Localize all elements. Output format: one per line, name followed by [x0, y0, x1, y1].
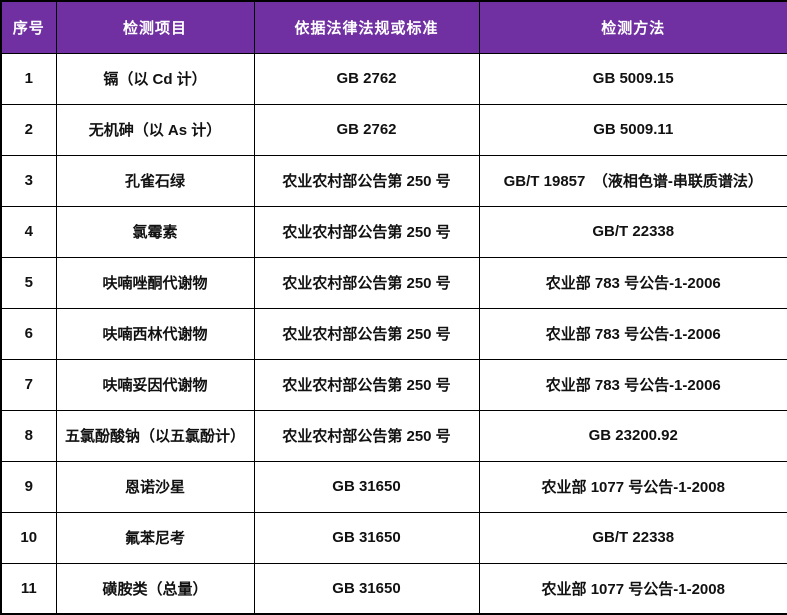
method-cell: 农业部 783 号公告-1-2006	[478, 358, 787, 411]
row-number-cell: 3	[0, 154, 57, 207]
table-row: 10 氟苯尼考 GB 31650 GB/T 22338	[0, 511, 787, 564]
method-cell: 农业部 1077 号公告-1-2008	[478, 460, 787, 513]
basis-cell: 农业农村部公告第 250 号	[253, 205, 480, 258]
method-cell: GB 23200.92	[478, 409, 787, 462]
method-cell: 农业部 1077 号公告-1-2008	[478, 562, 787, 615]
header-legal-basis: 依据法律法规或标准	[253, 0, 480, 54]
basis-cell: 农业农村部公告第 250 号	[253, 154, 480, 207]
method-cell: GB/T 22338	[478, 205, 787, 258]
header-test-item: 检测项目	[55, 0, 255, 54]
table-row: 8 五氯酚酸钠（以五氯酚计） 农业农村部公告第 250 号 GB 23200.9…	[0, 409, 787, 462]
basis-cell: 农业农村部公告第 250 号	[253, 409, 480, 462]
item-cell: 恩诺沙星	[55, 460, 255, 513]
method-cell: 农业部 783 号公告-1-2006	[478, 307, 787, 360]
header-test-method: 检测方法	[478, 0, 787, 54]
table-row: 5 呋喃唑酮代谢物 农业农村部公告第 250 号 农业部 783 号公告-1-2…	[0, 256, 787, 309]
item-cell: 呋喃妥因代谢物	[55, 358, 255, 411]
row-number-cell: 1	[0, 52, 57, 105]
item-cell: 无机砷（以 As 计）	[55, 103, 255, 156]
table-row: 4 氯霉素 农业农村部公告第 250 号 GB/T 22338	[0, 205, 787, 258]
row-number-cell: 9	[0, 460, 57, 513]
item-cell: 五氯酚酸钠（以五氯酚计）	[55, 409, 255, 462]
basis-cell: GB 2762	[253, 52, 480, 105]
table-row: 2 无机砷（以 As 计） GB 2762 GB 5009.11	[0, 103, 787, 156]
method-cell: GB/T 22338	[478, 511, 787, 564]
item-cell: 氟苯尼考	[55, 511, 255, 564]
table-header-row: 序号 检测项目 依据法律法规或标准 检测方法	[0, 0, 787, 54]
basis-cell: GB 31650	[253, 511, 480, 564]
table-row: 1 镉（以 Cd 计） GB 2762 GB 5009.15	[0, 52, 787, 105]
header-serial-number: 序号	[0, 0, 57, 54]
basis-cell: 农业农村部公告第 250 号	[253, 307, 480, 360]
item-cell: 孔雀石绿	[55, 154, 255, 207]
row-number-cell: 2	[0, 103, 57, 156]
row-number-cell: 4	[0, 205, 57, 258]
item-cell: 呋喃西林代谢物	[55, 307, 255, 360]
table-row: 7 呋喃妥因代谢物 农业农村部公告第 250 号 农业部 783 号公告-1-2…	[0, 358, 787, 411]
item-cell: 磺胺类（总量）	[55, 562, 255, 615]
row-number-cell: 10	[0, 511, 57, 564]
basis-cell: GB 31650	[253, 460, 480, 513]
basis-cell: GB 31650	[253, 562, 480, 615]
basis-cell: GB 2762	[253, 103, 480, 156]
table-row: 11 磺胺类（总量） GB 31650 农业部 1077 号公告-1-2008	[0, 562, 787, 615]
item-cell: 氯霉素	[55, 205, 255, 258]
method-cell: GB 5009.11	[478, 103, 787, 156]
method-cell: GB/T 19857 （液相色谱-串联质谱法）	[478, 154, 787, 207]
row-number-cell: 6	[0, 307, 57, 360]
item-cell: 呋喃唑酮代谢物	[55, 256, 255, 309]
row-number-cell: 11	[0, 562, 57, 615]
method-cell: GB 5009.15	[478, 52, 787, 105]
item-cell: 镉（以 Cd 计）	[55, 52, 255, 105]
method-cell: 农业部 783 号公告-1-2006	[478, 256, 787, 309]
table-row: 9 恩诺沙星 GB 31650 农业部 1077 号公告-1-2008	[0, 460, 787, 513]
row-number-cell: 5	[0, 256, 57, 309]
basis-cell: 农业农村部公告第 250 号	[253, 358, 480, 411]
row-number-cell: 7	[0, 358, 57, 411]
row-number-cell: 8	[0, 409, 57, 462]
basis-cell: 农业农村部公告第 250 号	[253, 256, 480, 309]
table-row: 3 孔雀石绿 农业农村部公告第 250 号 GB/T 19857 （液相色谱-串…	[0, 154, 787, 207]
table-row: 6 呋喃西林代谢物 农业农村部公告第 250 号 农业部 783 号公告-1-2…	[0, 307, 787, 360]
